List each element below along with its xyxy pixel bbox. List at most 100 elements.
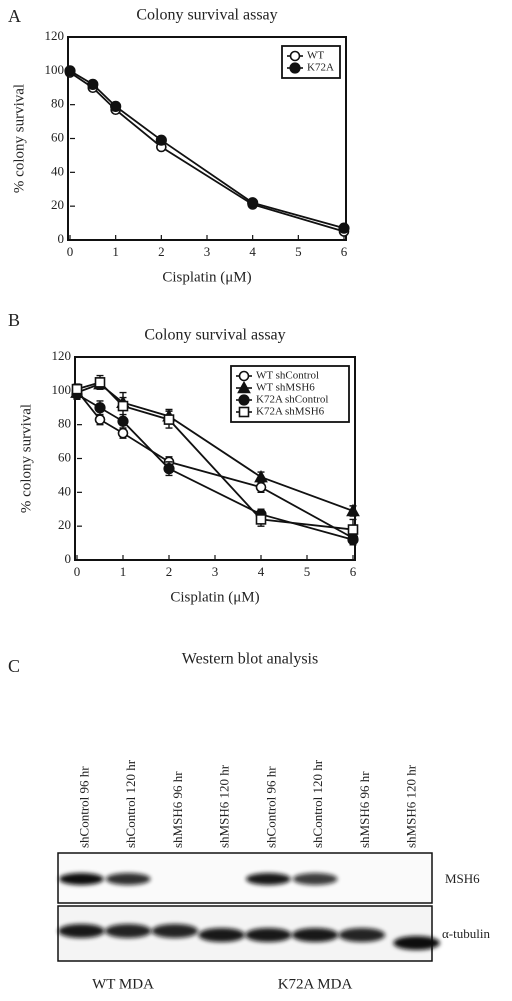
- y-axis-label: % colony survival: [11, 84, 27, 193]
- legend-marker: [238, 406, 250, 418]
- y-tick-label: 60: [58, 449, 71, 464]
- legend-label: K72A shControl: [256, 394, 328, 406]
- legend-marker: [289, 62, 301, 74]
- panel-label: B: [8, 310, 20, 330]
- legend-box: [281, 45, 341, 79]
- x-axis-label: Cisplatin (μM): [162, 269, 251, 285]
- x-tick-label: 0: [67, 244, 74, 259]
- chart-title: Colony survival assay: [136, 7, 277, 24]
- band: [393, 936, 440, 950]
- band: [245, 928, 292, 942]
- series: [64, 67, 350, 237]
- marker: [155, 134, 167, 146]
- panel-label: A: [8, 6, 21, 26]
- lane-label: shControl 96 hr: [263, 766, 278, 848]
- lane-label: shMSH6 120 hr: [217, 764, 232, 848]
- y-tick-label: 20: [51, 197, 64, 212]
- band: [245, 873, 291, 885]
- legend-marker: [289, 50, 301, 62]
- y-tick-label: 100: [52, 382, 72, 397]
- group-label: K72A MDA: [278, 976, 353, 992]
- x-tick-label: 4: [249, 244, 256, 259]
- legend-label: WT shControl: [256, 370, 319, 382]
- series-line: [69, 70, 345, 230]
- lane-label: shControl 120 hr: [123, 759, 138, 848]
- band: [58, 924, 105, 938]
- marker: [346, 503, 360, 517]
- y-tick-label: 0: [65, 551, 72, 566]
- series: [71, 374, 359, 541]
- marker: [87, 78, 99, 90]
- marker: [117, 400, 129, 412]
- marker: [255, 514, 267, 525]
- panel-label: C: [8, 656, 20, 676]
- x-tick-label: 1: [112, 244, 119, 259]
- marker: [94, 377, 106, 388]
- lane-label: shMSH6 96 hr: [357, 771, 372, 848]
- legend-marker: [238, 394, 250, 406]
- x-tick-label: 0: [74, 564, 81, 579]
- legend-label: WT shMSH6: [256, 382, 315, 394]
- chart-title: Colony survival assay: [144, 327, 285, 344]
- x-tick-label: 2: [166, 564, 173, 579]
- band: [105, 873, 151, 885]
- y-tick-label: 100: [45, 62, 65, 77]
- band: [151, 924, 199, 938]
- y-tick-label: 20: [58, 517, 71, 532]
- y-tick-label: 120: [52, 348, 72, 363]
- legend-marker: [237, 380, 251, 394]
- row-label: α-tubulin: [442, 926, 490, 941]
- band: [292, 873, 338, 885]
- y-tick-label: 80: [58, 416, 71, 431]
- lane-label: shControl 96 hr: [76, 766, 91, 848]
- marker: [338, 222, 350, 234]
- marker: [163, 414, 175, 425]
- marker: [94, 402, 106, 414]
- marker: [64, 65, 76, 77]
- marker: [163, 463, 175, 475]
- legend-marker: [238, 370, 250, 382]
- series-line: [69, 71, 345, 233]
- y-tick-label: 80: [51, 96, 64, 111]
- x-tick-label: 3: [204, 244, 211, 259]
- y-axis-label: % colony survival: [18, 404, 34, 513]
- row-label: MSH6: [445, 871, 480, 886]
- x-tick-label: 5: [295, 244, 302, 259]
- band: [338, 928, 386, 942]
- marker: [117, 427, 129, 439]
- group-label: WT MDA: [92, 976, 154, 992]
- x-tick-label: 2: [158, 244, 165, 259]
- band: [104, 924, 152, 938]
- x-axis-label: Cisplatin (μM): [170, 589, 259, 605]
- x-tick-label: 6: [341, 244, 348, 259]
- x-tick-label: 5: [304, 564, 311, 579]
- plot-frame: [74, 356, 356, 561]
- y-tick-label: 0: [58, 231, 65, 246]
- legend-label: K72A: [307, 62, 334, 74]
- marker: [110, 100, 122, 112]
- marker: [94, 414, 106, 425]
- band: [198, 928, 245, 942]
- band: [291, 928, 339, 942]
- blot-title: Western blot analysis: [182, 651, 318, 668]
- lane-label: shMSH6 120 hr: [404, 764, 419, 848]
- marker: [247, 197, 259, 209]
- y-tick-label: 120: [45, 28, 65, 43]
- y-tick-label: 40: [58, 483, 71, 498]
- lane-label: shMSH6 96 hr: [170, 771, 185, 848]
- x-tick-label: 1: [120, 564, 127, 579]
- marker: [254, 469, 268, 483]
- legend-label: WT: [307, 50, 324, 62]
- lane-label: shControl 120 hr: [310, 759, 325, 848]
- series: [64, 65, 350, 234]
- marker: [347, 524, 359, 535]
- series-line: [76, 390, 354, 539]
- x-tick-label: 6: [350, 564, 357, 579]
- x-tick-label: 4: [258, 564, 265, 579]
- legend-label: K72A shMSH6: [256, 406, 325, 418]
- marker: [255, 481, 267, 493]
- plot-frame: [67, 36, 347, 241]
- band: [58, 873, 104, 885]
